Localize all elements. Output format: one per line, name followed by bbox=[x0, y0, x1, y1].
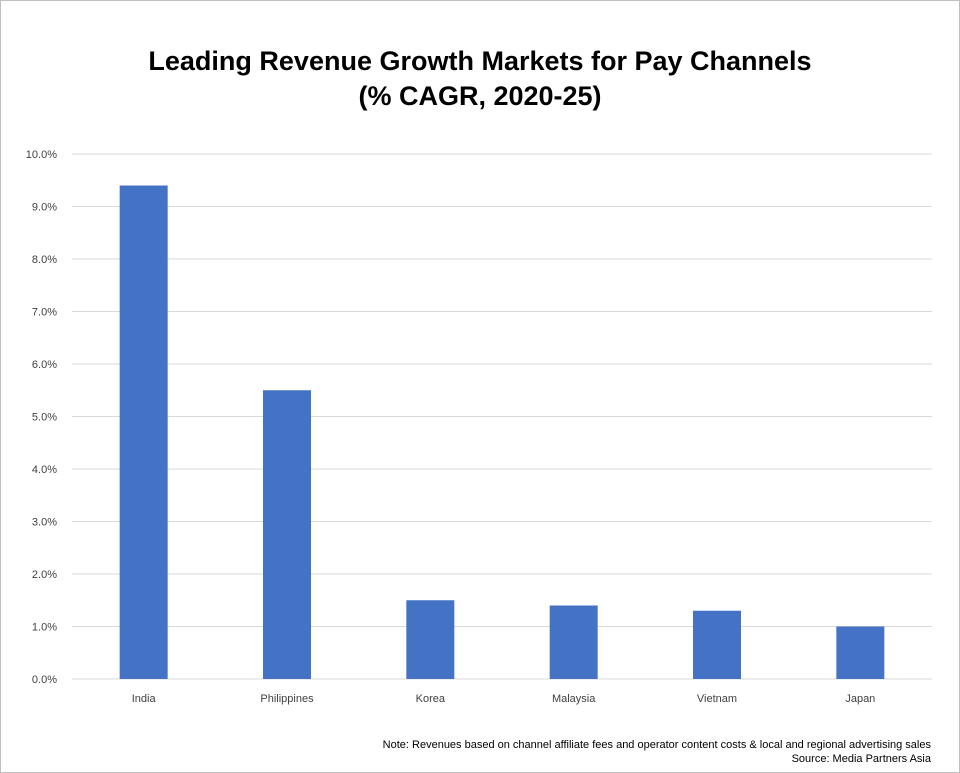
bar bbox=[693, 610, 741, 679]
y-tick-label: 3.0% bbox=[32, 517, 57, 529]
bar bbox=[549, 605, 598, 679]
y-tick-label: 9.0% bbox=[32, 202, 57, 214]
x-tick-label: Vietnam bbox=[697, 693, 737, 705]
chart-subtitle: (% CAGR, 2020-25) bbox=[358, 81, 602, 111]
y-tick-label: 8.0% bbox=[32, 254, 57, 266]
x-tick-label: Philippines bbox=[260, 693, 314, 705]
chart-title: Leading Revenue Growth Markets for Pay C… bbox=[148, 46, 812, 76]
y-tick-label: 0.0% bbox=[32, 674, 57, 686]
y-tick-label: 7.0% bbox=[32, 307, 57, 319]
bar bbox=[119, 185, 168, 679]
y-tick-label: 6.0% bbox=[32, 359, 57, 371]
chart-title-block: Leading Revenue Growth Markets for Pay C… bbox=[0, 44, 960, 114]
y-tick-label: 4.0% bbox=[32, 464, 57, 476]
y-tick-label: 1.0% bbox=[32, 622, 57, 634]
x-tick-label: Malaysia bbox=[552, 693, 596, 705]
bar bbox=[836, 626, 885, 679]
x-tick-label: Japan bbox=[845, 693, 875, 705]
y-tick-label: 2.0% bbox=[32, 569, 57, 581]
footnote-block: Note: Revenues based on channel affiliat… bbox=[383, 738, 931, 766]
y-tick-label: 10.0% bbox=[26, 149, 57, 161]
bar bbox=[263, 390, 311, 679]
footnote-source: Source: Media Partners Asia bbox=[791, 753, 931, 765]
footnote-note: Note: Revenues based on channel affiliat… bbox=[382, 739, 931, 751]
y-tick-label: 5.0% bbox=[32, 412, 57, 424]
x-tick-label: India bbox=[132, 693, 157, 705]
bar bbox=[406, 600, 455, 679]
x-tick-label: Korea bbox=[416, 693, 446, 705]
